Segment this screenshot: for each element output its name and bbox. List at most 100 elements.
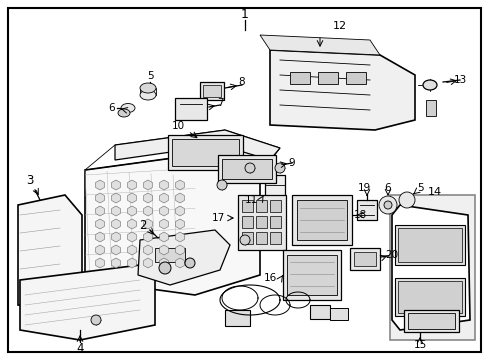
Polygon shape — [115, 130, 280, 160]
Polygon shape — [143, 193, 152, 203]
Circle shape — [217, 180, 226, 190]
Ellipse shape — [118, 109, 130, 117]
Polygon shape — [175, 180, 184, 190]
Text: 16: 16 — [263, 273, 276, 283]
Bar — [172, 139, 239, 166]
Polygon shape — [260, 35, 379, 55]
Bar — [242, 232, 252, 244]
Polygon shape — [160, 180, 168, 190]
Text: 8: 8 — [238, 77, 245, 87]
Polygon shape — [127, 245, 136, 255]
Polygon shape — [160, 232, 168, 242]
Polygon shape — [175, 232, 184, 242]
Polygon shape — [111, 258, 120, 268]
Polygon shape — [175, 193, 184, 203]
Polygon shape — [391, 205, 469, 330]
Text: 15: 15 — [412, 340, 426, 350]
Circle shape — [240, 235, 249, 245]
Bar — [286, 255, 336, 295]
Polygon shape — [160, 258, 168, 268]
Polygon shape — [127, 232, 136, 242]
Bar — [397, 281, 461, 313]
Bar — [269, 216, 281, 228]
Ellipse shape — [422, 80, 436, 90]
Text: 6: 6 — [108, 103, 115, 113]
Polygon shape — [127, 180, 136, 190]
Text: 1: 1 — [241, 8, 248, 21]
Circle shape — [378, 196, 396, 214]
Bar — [242, 216, 252, 228]
Text: 19: 19 — [357, 183, 370, 193]
Bar — [200, 82, 224, 100]
Bar — [356, 200, 376, 220]
Circle shape — [91, 315, 101, 325]
Bar — [168, 135, 243, 170]
Polygon shape — [143, 180, 152, 190]
Text: 17: 17 — [211, 213, 224, 223]
Polygon shape — [175, 258, 184, 268]
Text: 18: 18 — [353, 210, 366, 220]
Bar — [203, 85, 221, 97]
Polygon shape — [96, 219, 104, 229]
Bar — [256, 232, 266, 244]
Bar — [289, 72, 309, 84]
Bar — [155, 248, 184, 262]
Text: 6: 6 — [384, 183, 390, 193]
Polygon shape — [127, 219, 136, 229]
Bar — [224, 310, 249, 326]
Bar — [397, 228, 461, 262]
Polygon shape — [111, 206, 120, 216]
Polygon shape — [175, 206, 184, 216]
Polygon shape — [143, 258, 152, 268]
Text: 4: 4 — [76, 342, 83, 355]
Circle shape — [383, 201, 391, 209]
Bar — [283, 250, 340, 300]
Polygon shape — [111, 245, 120, 255]
Polygon shape — [96, 193, 104, 203]
Ellipse shape — [140, 83, 156, 93]
Polygon shape — [20, 265, 155, 340]
Text: 9: 9 — [288, 158, 295, 168]
Circle shape — [159, 262, 171, 274]
Polygon shape — [143, 219, 152, 229]
Bar — [346, 72, 365, 84]
Bar — [403, 310, 458, 332]
Text: 2: 2 — [139, 219, 146, 231]
Bar — [291, 195, 351, 245]
Bar — [256, 216, 266, 228]
Bar — [256, 200, 266, 212]
Bar — [238, 195, 285, 250]
Polygon shape — [127, 206, 136, 216]
Bar — [175, 98, 206, 120]
Polygon shape — [96, 180, 104, 190]
Polygon shape — [127, 258, 136, 268]
Bar — [425, 100, 435, 116]
Text: 14: 14 — [427, 187, 441, 197]
Polygon shape — [143, 245, 152, 255]
Text: 11: 11 — [244, 195, 258, 205]
Bar — [269, 200, 281, 212]
Polygon shape — [111, 180, 120, 190]
Bar — [218, 155, 275, 183]
Polygon shape — [85, 155, 260, 295]
Text: 10: 10 — [171, 121, 184, 131]
Polygon shape — [96, 206, 104, 216]
Polygon shape — [160, 245, 168, 255]
Bar — [353, 252, 375, 266]
Polygon shape — [96, 245, 104, 255]
Polygon shape — [143, 206, 152, 216]
Polygon shape — [160, 219, 168, 229]
Text: 20: 20 — [385, 250, 398, 260]
Polygon shape — [269, 50, 414, 130]
Polygon shape — [175, 245, 184, 255]
Polygon shape — [96, 232, 104, 242]
Polygon shape — [127, 193, 136, 203]
Bar — [394, 278, 464, 316]
Polygon shape — [138, 230, 229, 285]
Bar — [394, 225, 464, 265]
Text: 13: 13 — [452, 75, 466, 85]
Polygon shape — [160, 206, 168, 216]
Polygon shape — [175, 219, 184, 229]
Text: 5: 5 — [146, 71, 153, 81]
Text: 3: 3 — [26, 174, 34, 186]
